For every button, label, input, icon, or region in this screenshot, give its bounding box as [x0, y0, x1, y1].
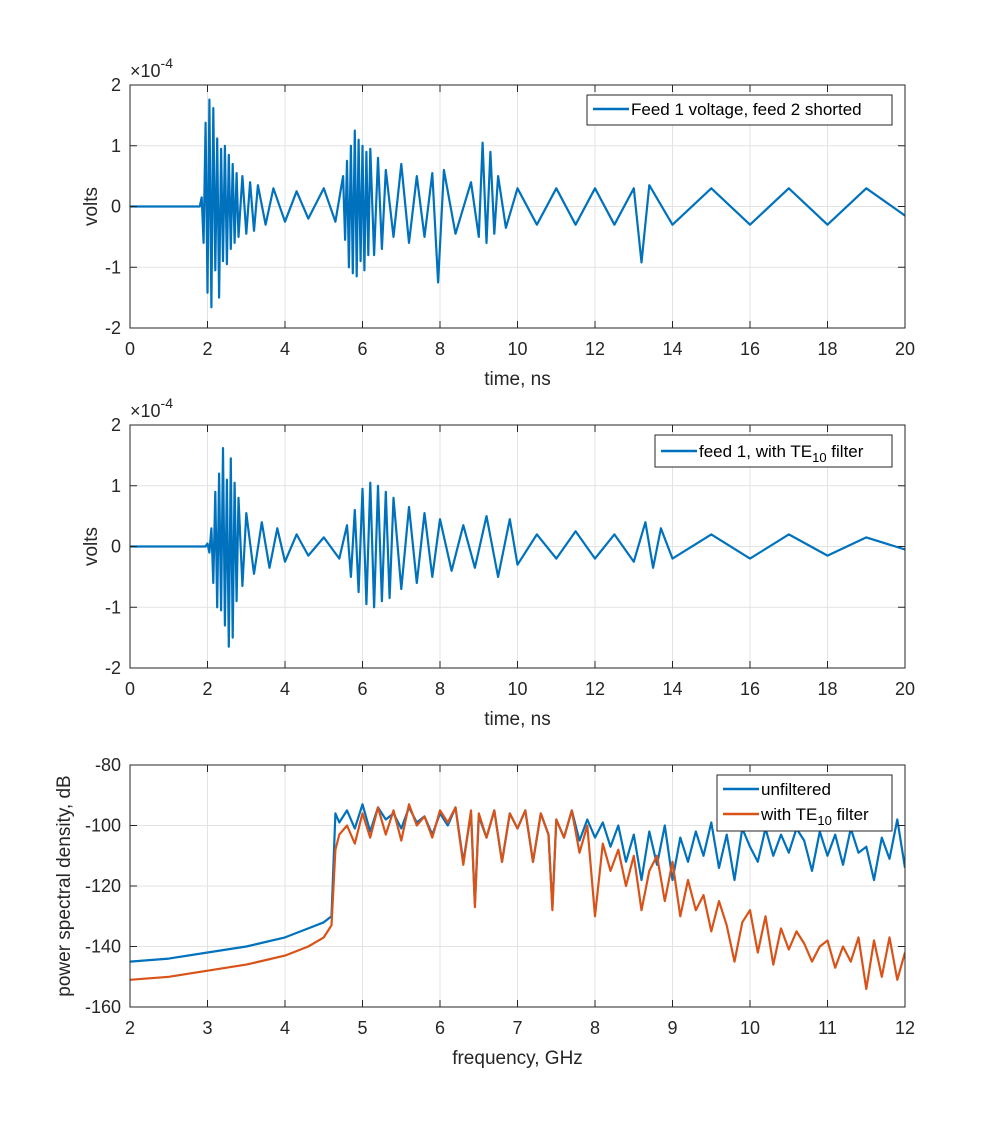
legend-label: with TE10 filter — [760, 805, 869, 828]
legend-box — [716, 774, 893, 832]
legend-label-main: feed 1, with TE — [699, 442, 812, 461]
y-axis-label: power spectral density, dB — [54, 775, 75, 996]
y-tick-label: 1 — [111, 476, 121, 496]
y-tick-label: 2 — [111, 415, 121, 435]
series-group — [130, 98, 905, 309]
x-tick-label: 11 — [818, 1018, 837, 1038]
x-tick-label: 8 — [435, 679, 445, 699]
series-group — [130, 447, 905, 648]
chart-p3: 2 3 4 5 6 7 8 9 10 11 12 -160 -140 -120 -100 -80 frequen… — [54, 755, 915, 1069]
x-tick-label: 12 — [585, 679, 605, 699]
x-tick-label: 3 — [202, 1018, 212, 1038]
x-tick-label: 6 — [435, 1018, 445, 1038]
x-tick-label: 16 — [740, 679, 760, 699]
legend-label-tail: filter — [832, 805, 869, 824]
legend-label-tail: filter — [827, 442, 864, 461]
x-tick-label: 4 — [280, 679, 290, 699]
x-tick-label: 4 — [280, 1018, 290, 1038]
legend: feed 1, with TE10 filter — [654, 434, 893, 468]
y-multiplier-base: ×10 — [130, 401, 161, 421]
y-axis-label: volts — [81, 527, 102, 566]
x-tick-label: 12 — [585, 339, 605, 359]
x-tick-label: 6 — [357, 339, 367, 359]
x-tick-label: 16 — [740, 339, 760, 359]
x-tick-label: 10 — [740, 1018, 760, 1038]
legend-label: Feed 1 voltage, feed 2 shorted — [631, 100, 862, 119]
x-tick-label: 14 — [662, 679, 682, 699]
x-tick-label: 10 — [507, 679, 527, 699]
x-tick-label: 6 — [357, 679, 367, 699]
x-axis-label: time, ns — [484, 709, 551, 730]
x-tick-label: 2 — [202, 339, 212, 359]
y-tick-label: -2 — [105, 658, 121, 678]
x-tick-label: 2 — [125, 1018, 135, 1038]
legend-label: unfiltered — [761, 780, 831, 799]
x-axis-label: frequency, GHz — [452, 1048, 583, 1069]
y-multiplier-label: ×10-4 — [130, 55, 173, 81]
y-tick-label: -2 — [105, 318, 121, 338]
legend-label-subscript: 10 — [812, 450, 826, 465]
legend-box — [586, 94, 893, 126]
y-multiplier-base: ×10 — [130, 61, 161, 81]
x-tick-label: 18 — [817, 339, 837, 359]
y-tick-label: -120 — [85, 876, 121, 896]
x-tick-label: 18 — [817, 679, 837, 699]
x-tick-label: 8 — [435, 339, 445, 359]
x-tick-label: 7 — [512, 1018, 522, 1038]
legend-label-subscript: 10 — [817, 813, 831, 828]
x-tick-label: 4 — [280, 339, 290, 359]
y-tick-label: 0 — [111, 197, 121, 217]
legend-label-main: with TE — [760, 805, 817, 824]
series-line-1 — [130, 98, 905, 309]
y-tick-label: -100 — [85, 816, 121, 836]
y-tick-label: -160 — [85, 997, 121, 1017]
y-axis-label: volts — [81, 187, 102, 226]
x-tick-label: 20 — [895, 679, 915, 699]
x-tick-label: 12 — [895, 1018, 915, 1038]
legend: unfiltered with TE10 filter — [716, 774, 893, 832]
x-axis-label: time, ns — [484, 369, 551, 390]
x-tick-label: 20 — [895, 339, 915, 359]
x-tick-label: 0 — [125, 679, 135, 699]
y-multiplier-exponent: -4 — [161, 55, 174, 71]
y-tick-label: 0 — [111, 537, 121, 557]
y-multiplier-exponent: -4 — [161, 395, 174, 411]
x-tick-label: 8 — [590, 1018, 600, 1038]
x-tick-label: 14 — [662, 339, 682, 359]
series-line-2 — [130, 803, 905, 991]
y-tick-label: -1 — [105, 257, 121, 277]
y-tick-label: 1 — [111, 136, 121, 156]
series-group — [130, 803, 905, 991]
y-tick-label: -1 — [105, 597, 121, 617]
x-tick-label: 2 — [202, 679, 212, 699]
y-multiplier-label: ×10-4 — [130, 395, 173, 421]
x-tick-label: 9 — [667, 1018, 677, 1038]
legend-label: feed 1, with TE10 filter — [699, 442, 864, 465]
y-tick-label: -140 — [85, 937, 121, 957]
x-tick-label: 5 — [357, 1018, 367, 1038]
x-tick-label: 0 — [125, 339, 135, 359]
x-tick-label: 10 — [507, 339, 527, 359]
legend: Feed 1 voltage, feed 2 shorted — [586, 94, 893, 126]
y-tick-label: -80 — [95, 755, 121, 775]
series-line-1 — [130, 447, 905, 648]
y-tick-label: 2 — [111, 75, 121, 95]
